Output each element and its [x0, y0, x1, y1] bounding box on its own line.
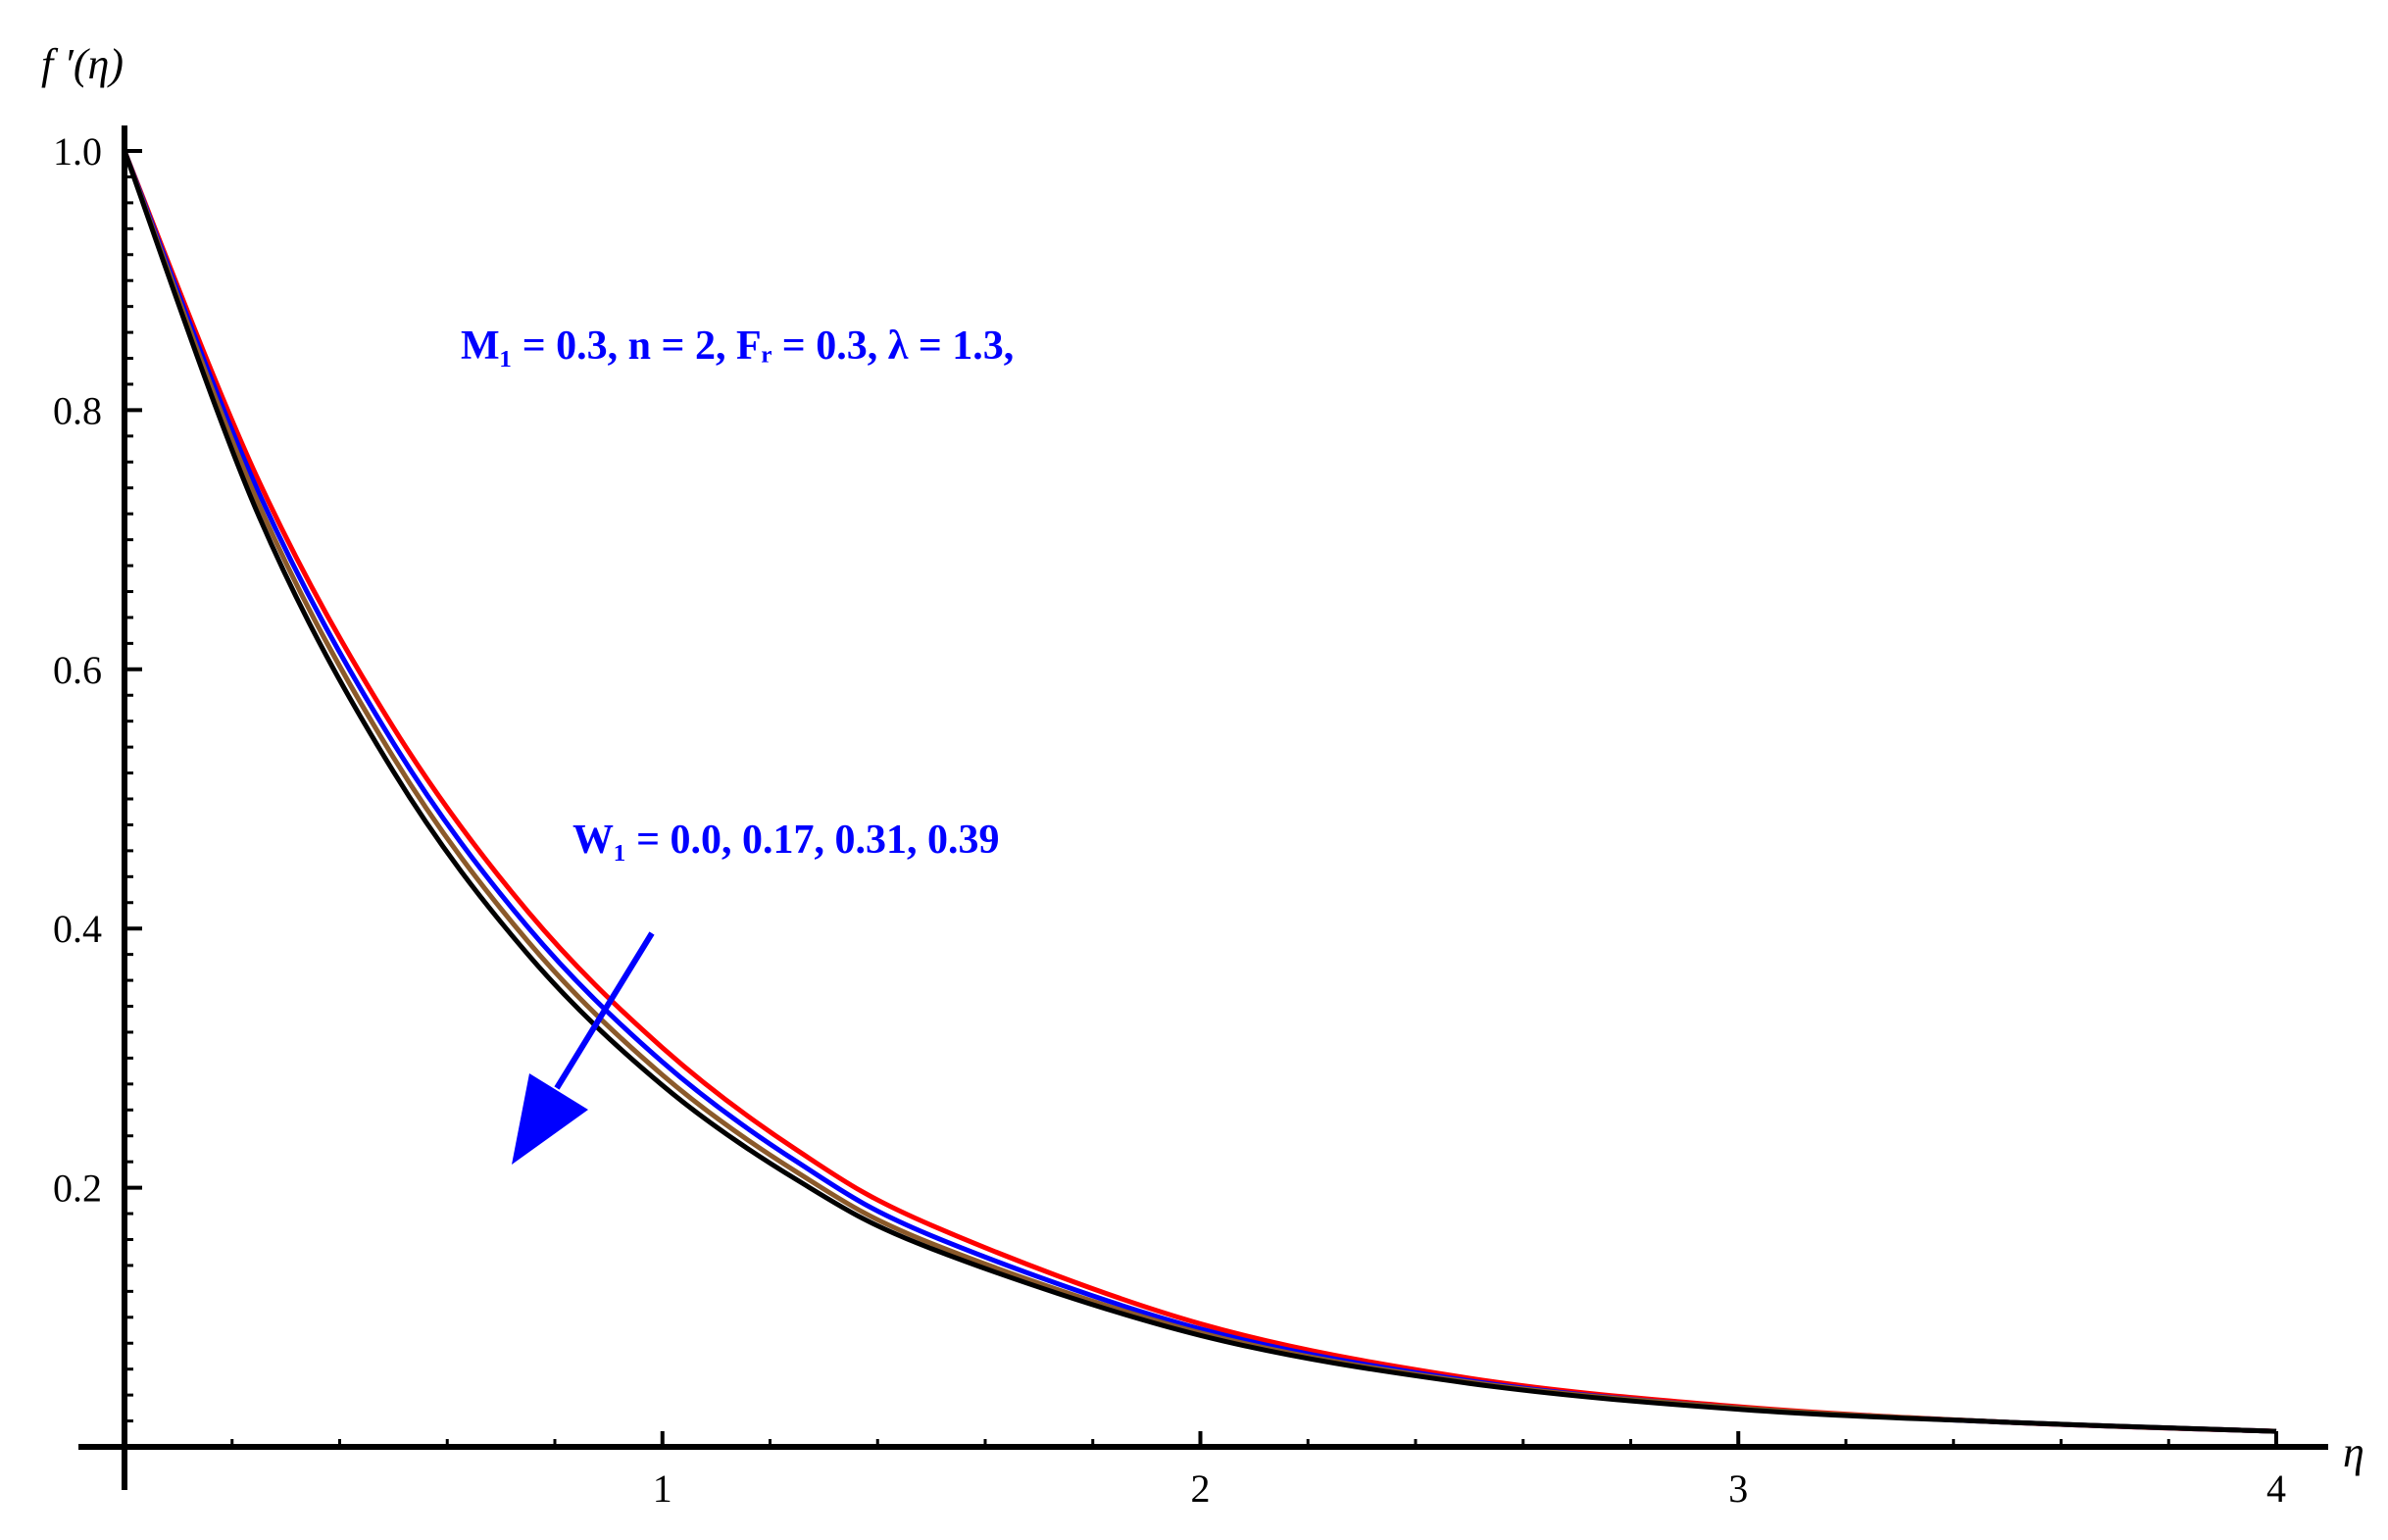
axes: 1 2 3 4 0.2 0.4 0.6 0.8 1.0	[53, 125, 2328, 1511]
series-line-3	[122, 150, 2277, 1434]
trend-arrow	[512, 931, 655, 1165]
w1-annotation: W₁ = 0.0, 0.17, 0.31, 0.39	[572, 818, 1000, 863]
trend-arrow-shaft	[554, 931, 655, 1090]
trend-arrow-head	[512, 1073, 588, 1165]
y-axis-label: f ′(η)	[41, 40, 124, 88]
series-layer	[122, 150, 2277, 1434]
x-tick-labels: 1 2 3 4	[653, 1466, 2286, 1511]
series-line-2	[122, 150, 2277, 1434]
x-tick-label: 4	[2266, 1466, 2286, 1511]
y-tick-label: 0.2	[53, 1167, 102, 1211]
parameters-annotation: M₁ = 0.3, n = 2, Fᵣ = 0.3, λ = 1.3,	[461, 323, 1014, 369]
y-tick-label: 0.6	[53, 648, 102, 692]
y-tick-label: 1.0	[53, 129, 102, 174]
y-tick-label: 0.4	[53, 907, 102, 951]
x-axis-label: η	[2343, 1428, 2364, 1476]
x-tick-label: 3	[1728, 1466, 1748, 1511]
y-tick-labels: 0.2 0.4 0.6 0.8 1.0	[53, 129, 102, 1211]
series-line-1	[122, 150, 2277, 1434]
series-line-4	[122, 150, 2277, 1434]
y-minor-ticks	[124, 149, 142, 1423]
y-tick-label: 0.8	[53, 388, 102, 432]
x-tick-label: 1	[653, 1466, 672, 1511]
x-minor-ticks	[230, 1431, 2278, 1447]
x-tick-label: 2	[1191, 1466, 1211, 1511]
